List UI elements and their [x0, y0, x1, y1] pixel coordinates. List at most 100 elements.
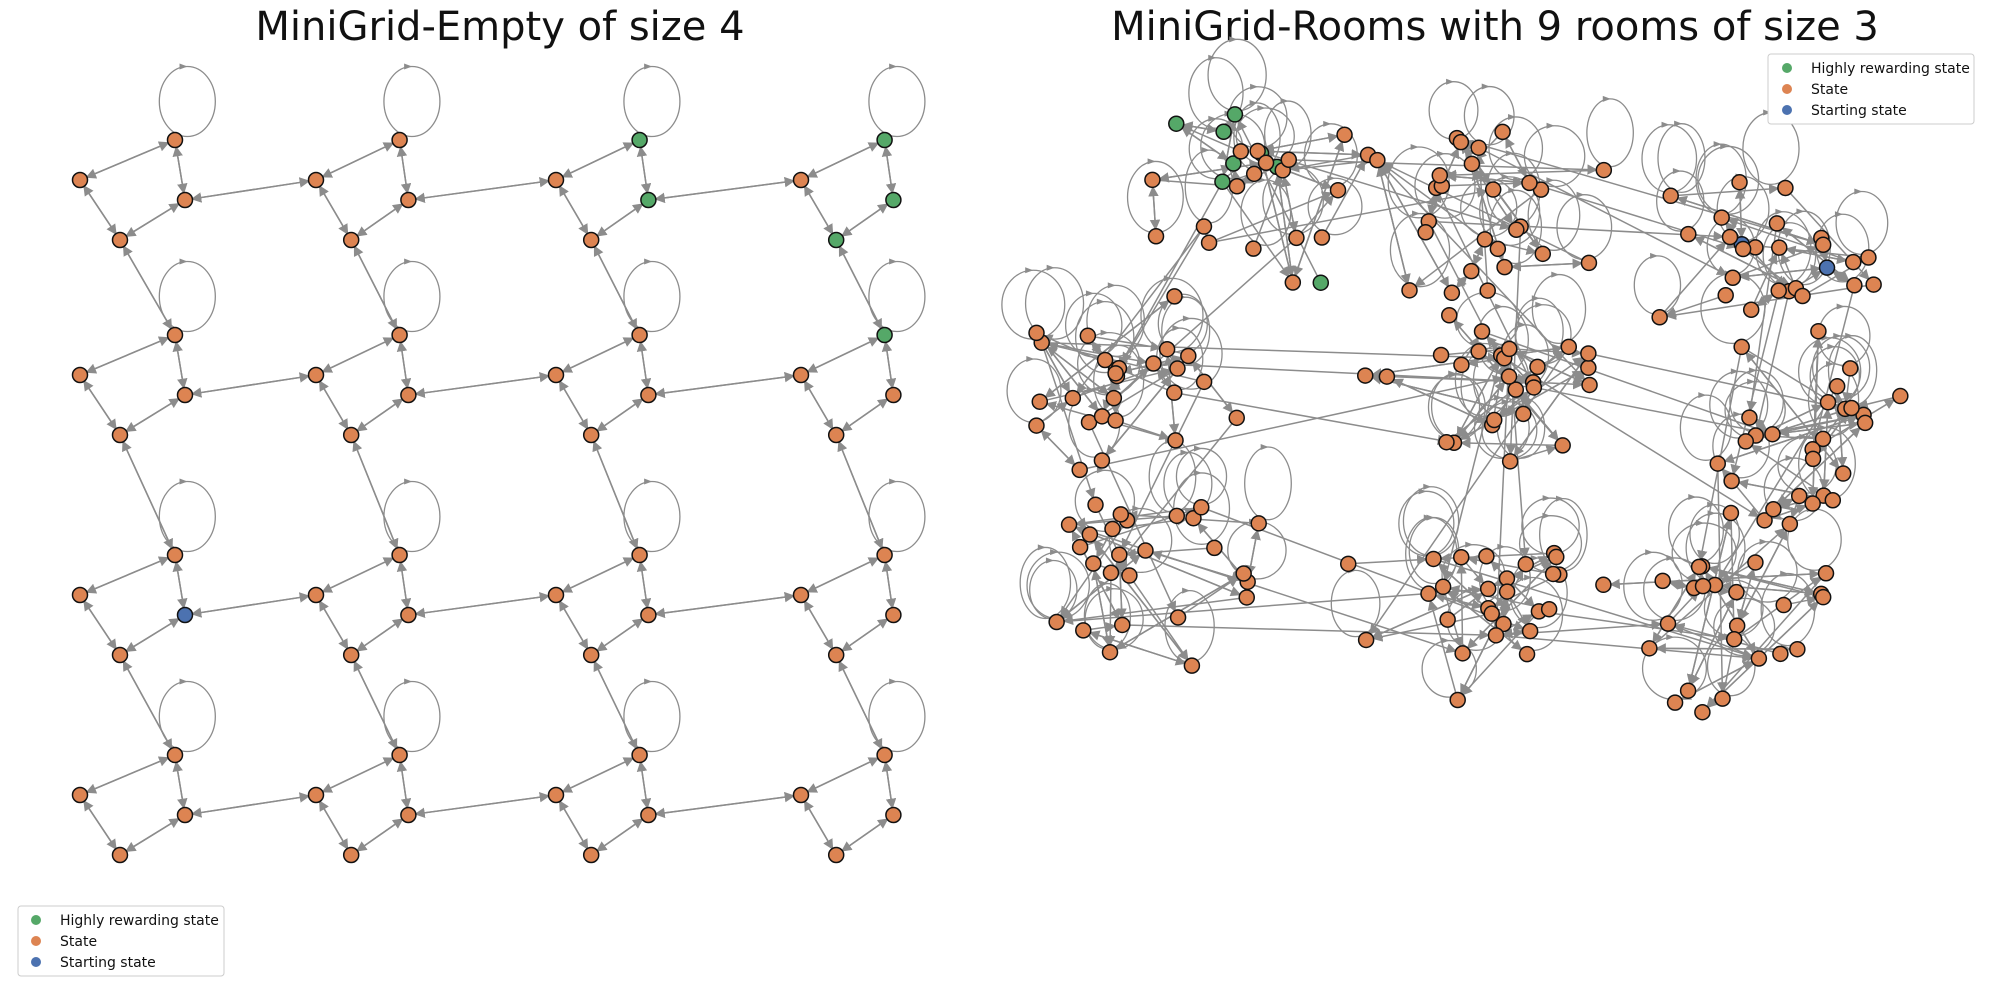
transition-edge — [354, 661, 396, 748]
transition-edge — [176, 762, 184, 808]
state-node — [1516, 406, 1531, 421]
self-loop-arrow — [1535, 302, 1543, 308]
state-node — [178, 388, 193, 403]
self-loop-arrow — [1673, 168, 1681, 174]
self-loop-arrow — [1025, 267, 1033, 273]
transition-edge — [597, 204, 643, 236]
transition-edge — [807, 143, 878, 177]
transition-edge — [192, 796, 309, 814]
transition-edge — [807, 558, 878, 592]
state-node — [1520, 647, 1535, 662]
state-node — [168, 548, 183, 563]
transition-edge — [839, 246, 881, 329]
state-node — [1811, 324, 1826, 339]
transition-edge — [176, 562, 184, 608]
state-node — [1032, 394, 1047, 409]
state-node — [794, 173, 809, 188]
state-node — [178, 193, 193, 208]
self-loop — [384, 67, 440, 137]
state-node — [1806, 451, 1821, 466]
state-node — [1072, 462, 1087, 477]
reward-state-node — [632, 133, 647, 148]
state-node — [1549, 549, 1564, 564]
state-node — [1742, 410, 1757, 425]
transition-edge — [655, 596, 794, 614]
state-node — [1778, 180, 1793, 195]
state-node — [1484, 606, 1499, 621]
state-node — [794, 588, 809, 603]
self-loop-arrow — [1551, 272, 1559, 278]
reward-state-node — [1227, 107, 1242, 122]
self-loop-arrow — [1047, 265, 1055, 271]
state-node — [1167, 385, 1182, 400]
self-loop-arrow — [889, 259, 897, 265]
self-loop-arrow — [180, 479, 188, 485]
self-loop-arrow — [1411, 144, 1419, 150]
self-loop-arrow — [1097, 299, 1105, 305]
self-loop — [869, 67, 925, 137]
state-node — [1542, 602, 1557, 617]
transition-edge — [1153, 187, 1156, 229]
state-node — [1836, 466, 1851, 481]
transition-edge — [1216, 193, 1332, 240]
transition-edge — [322, 143, 393, 177]
transition-edge — [805, 601, 833, 649]
state-node — [401, 808, 416, 823]
state-node — [1502, 341, 1517, 356]
reward-state-node — [829, 233, 844, 248]
self-loop-arrow — [1662, 122, 1670, 128]
self-loop-arrow — [644, 64, 652, 70]
self-loop-arrow — [1465, 542, 1473, 548]
state-node — [1370, 153, 1385, 168]
transition-edge — [415, 596, 549, 614]
transition-edge — [1546, 612, 1727, 638]
reward-state-node — [877, 133, 892, 148]
state-node — [632, 548, 647, 563]
self-loop-arrow — [1101, 330, 1109, 336]
state-node — [1734, 339, 1749, 354]
transition-edge — [1517, 447, 1556, 459]
state-node — [1582, 377, 1597, 392]
self-loop-arrow — [404, 259, 412, 265]
right-edges — [1002, 36, 1894, 707]
transition-edge — [415, 796, 549, 814]
self-loop-arrow — [1796, 208, 1804, 214]
legend-start-marker — [31, 957, 41, 967]
state-node — [1858, 415, 1873, 430]
transition-edge — [320, 381, 348, 429]
state-node — [1434, 348, 1449, 363]
transition-edge — [123, 661, 171, 749]
self-loop-arrow — [1183, 315, 1191, 321]
self-loop — [1176, 448, 1226, 504]
state-node — [1769, 216, 1784, 231]
transition-edge — [401, 562, 408, 608]
transition-edge — [597, 819, 643, 851]
state-node — [632, 328, 647, 343]
transition-edge — [320, 186, 348, 234]
transition-edge — [1678, 188, 1779, 195]
self-loop-arrow — [1524, 574, 1532, 580]
state-node — [877, 748, 892, 763]
self-loop-arrow — [1650, 253, 1658, 259]
state-node — [1772, 240, 1787, 255]
transition-edge — [1181, 394, 1447, 442]
state-node — [1847, 278, 1862, 293]
self-loop — [1624, 552, 1683, 620]
reward-state-node — [877, 328, 892, 343]
transition-edge — [1670, 582, 1688, 586]
reward-state-node — [1169, 116, 1184, 131]
self-loop — [1698, 146, 1759, 214]
state-node — [1561, 339, 1576, 354]
self-loop-arrow — [1666, 634, 1674, 640]
transition-edge — [192, 181, 309, 199]
state-node — [886, 808, 901, 823]
state-node — [794, 368, 809, 383]
self-loop-arrow — [1688, 494, 1696, 500]
state-node — [1358, 368, 1373, 383]
state-node — [168, 328, 183, 343]
state-node — [1247, 166, 1262, 181]
legend-reward-label: Highly rewarding state — [1811, 61, 1970, 77]
reward-state-node — [1313, 275, 1328, 290]
state-node — [1522, 175, 1537, 190]
self-loop-arrow — [1194, 470, 1202, 476]
